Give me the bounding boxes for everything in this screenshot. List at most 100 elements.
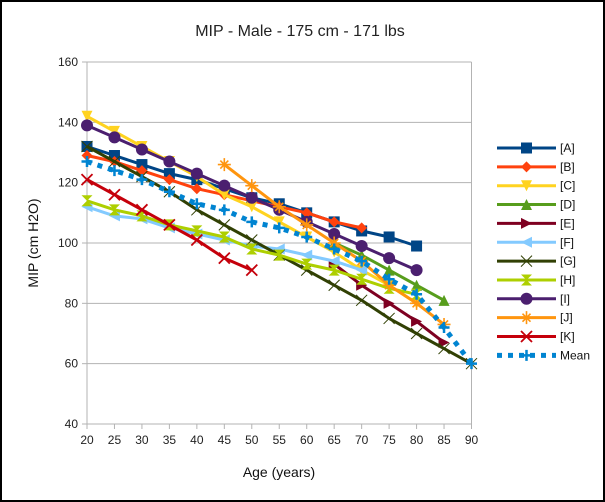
data-point [273, 249, 285, 261]
data-point [191, 225, 203, 237]
data-point [411, 240, 423, 252]
series-line [86, 159, 474, 366]
data-point [438, 294, 450, 306]
legend-marker [521, 180, 532, 192]
y-tick-label: 100 [58, 236, 78, 250]
data-point [80, 173, 94, 186]
data-point [136, 159, 148, 171]
data-point [328, 227, 341, 240]
series-c [81, 110, 423, 309]
x-axis-title: Age (years) [243, 464, 315, 480]
legend-item: [F] [497, 235, 574, 249]
legend-marker [521, 161, 532, 173]
data-point [218, 219, 231, 231]
y-axis-ticks: 40 60 80 100 120 140 160 [58, 55, 87, 431]
x-tick-label: 65 [327, 433, 341, 447]
data-point [81, 119, 93, 132]
data-point [327, 236, 341, 250]
legend-marker [521, 199, 532, 211]
data-point [383, 312, 395, 325]
data-point [108, 155, 121, 168]
legend-label: [C] [560, 179, 575, 193]
data-point [245, 179, 259, 193]
data-point [328, 279, 341, 292]
legend-marker [520, 292, 533, 305]
legend-item: [I] [497, 292, 570, 306]
data-point [108, 188, 121, 201]
legend-item: [H] [497, 273, 575, 287]
data-point [301, 258, 313, 270]
legend-label: [J] [560, 311, 573, 325]
legend-item: [C] [497, 179, 575, 193]
data-point [356, 222, 368, 234]
data-point [136, 174, 148, 186]
data-point [383, 297, 395, 309]
data-point [411, 315, 423, 327]
data-point [163, 174, 175, 186]
legend-label: [K] [560, 330, 575, 344]
data-point [382, 278, 396, 292]
data-point [108, 131, 121, 144]
data-point [190, 167, 203, 180]
data-point [245, 191, 258, 204]
legend-label: [G] [560, 254, 576, 268]
data-point [273, 222, 285, 234]
data-point [190, 233, 203, 247]
data-point [466, 358, 477, 370]
legend-label: [H] [560, 273, 575, 287]
data-point [328, 243, 340, 255]
legend-item: [E] [497, 216, 575, 230]
data-point [273, 216, 285, 228]
legend-marker [520, 330, 533, 343]
data-point [108, 204, 120, 216]
y-tick-label: 40 [65, 417, 79, 431]
legend-label: [A] [560, 141, 575, 155]
legend-marker [520, 311, 533, 325]
x-tick-label: 55 [273, 433, 287, 447]
data-point [383, 252, 396, 265]
x-axis-ticks: 20 25 30 35 40 45 50 55 60 65 70 75 80 85 90 [80, 424, 478, 447]
legend-marker [521, 217, 532, 229]
y-tick-label: 60 [65, 357, 79, 371]
x-tick-label: 35 [163, 433, 177, 447]
data-point [218, 251, 231, 265]
data-point [272, 200, 286, 214]
legend-label: [I] [560, 292, 570, 306]
legend-item: [J] [497, 311, 573, 325]
data-point [191, 183, 203, 195]
data-point [383, 273, 395, 285]
legend-item: Mean [497, 348, 590, 362]
data-point [81, 110, 93, 122]
series-d [328, 237, 450, 306]
data-point [135, 143, 148, 156]
data-point [328, 264, 340, 276]
legend-marker [521, 274, 532, 286]
legend: [A] [B] [C] [D] [E] [F] [G] [H] [I] [J] [K] Mean [497, 141, 590, 362]
x-tick-label: 45 [218, 433, 232, 447]
data-point [438, 321, 450, 333]
data-point [218, 231, 230, 243]
data-point [191, 198, 203, 210]
legend-marker [520, 255, 533, 267]
series-mean [81, 156, 477, 370]
data-point [356, 264, 368, 276]
legend-label: [E] [560, 216, 575, 230]
data-point [328, 255, 340, 267]
legend-item: [D] [497, 198, 575, 212]
y-tick-label: 80 [65, 296, 79, 310]
data-point [245, 234, 258, 246]
x-tick-label: 70 [355, 433, 369, 447]
data-point [355, 294, 368, 307]
series-k [80, 173, 258, 277]
x-tick-label: 40 [190, 433, 204, 447]
data-point [163, 186, 175, 198]
legend-marker [521, 349, 532, 361]
x-tick-label: 75 [382, 433, 396, 447]
data-point [81, 195, 93, 207]
data-point [438, 342, 450, 355]
data-point [163, 218, 176, 232]
legend-label: [B] [560, 160, 575, 174]
data-point [328, 216, 340, 228]
data-point [301, 249, 313, 261]
